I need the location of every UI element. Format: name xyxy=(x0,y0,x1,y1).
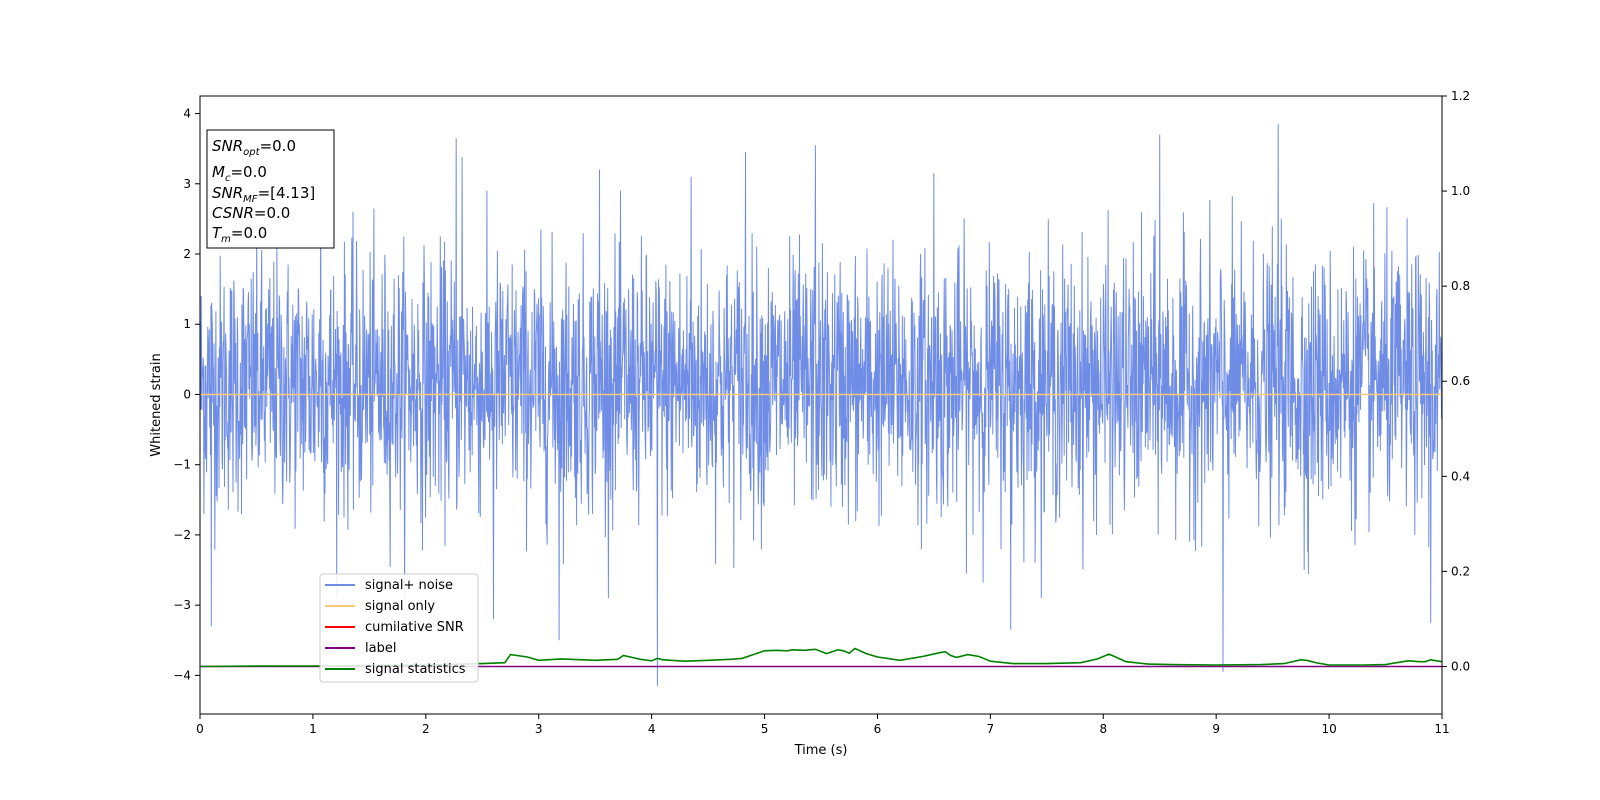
info-snr-opt: SNRopt=0.0 xyxy=(212,137,296,158)
y-tick-label-left: 2 xyxy=(183,247,191,261)
x-axis-label: Time (s) xyxy=(794,743,848,758)
legend-label-signal-only: signal only xyxy=(365,599,435,614)
y-tick-label-left: 1 xyxy=(183,317,191,331)
y-axis-left: −4 −3 −2 −1 0 1 2 3 4 xyxy=(173,107,200,682)
series-line-signal-statistics xyxy=(199,647,1443,668)
legend: signal+ noise signal only cumilative SNR la… xyxy=(319,573,479,683)
info-tm: Tm=0.0 xyxy=(212,224,267,245)
x-tick-label: 1 xyxy=(309,722,317,736)
info-box: SNRopt=0.0 Mc=0.0 SNRMF=[4.13] CSNR=0.0 … xyxy=(206,129,335,249)
x-tick-label: 8 xyxy=(1099,722,1107,736)
y-tick-label-left: 0 xyxy=(183,387,191,401)
info-snr-mf: SNRMF=[4.13] xyxy=(212,184,315,205)
y-tick-label-right: 1.2 xyxy=(1451,89,1470,103)
y-tick-label-right: 0.6 xyxy=(1451,374,1470,388)
y-tick-label-left: −4 xyxy=(173,668,191,682)
x-tick-label: 4 xyxy=(648,722,656,736)
y-tick-label-right: 0.8 xyxy=(1451,279,1470,293)
x-tick-label: 6 xyxy=(874,722,882,736)
info-csnr: CSNR=0.0 xyxy=(212,204,290,222)
y-tick-label-right: 0.4 xyxy=(1451,469,1470,483)
y-tick-label-right: 0.2 xyxy=(1451,564,1470,578)
legend-label-label: label xyxy=(365,641,396,656)
y-tick-label-left: −2 xyxy=(173,528,191,542)
x-tick-label: 3 xyxy=(535,722,543,736)
x-tick-label: 7 xyxy=(987,722,995,736)
legend-label-signal-noise: signal+ noise xyxy=(365,578,453,593)
info-mc: Mc=0.0 xyxy=(212,163,267,184)
x-tick-label: 9 xyxy=(1212,722,1220,736)
x-tick-label: 5 xyxy=(761,722,769,736)
x-tick-label: 11 xyxy=(1434,722,1449,736)
y-axis-label: Whitened strain xyxy=(149,353,164,456)
y-tick-label-right: 1.0 xyxy=(1451,184,1470,198)
legend-label-signal-statistics: signal statistics xyxy=(365,662,466,677)
axes-frame xyxy=(199,95,1443,715)
y-tick-label-left: 3 xyxy=(183,177,191,191)
x-tick-label: 2 xyxy=(422,722,430,736)
y-tick-label-left: 4 xyxy=(183,107,191,121)
y-tick-label-left: −3 xyxy=(173,598,191,612)
y-axis-right: 0.0 0.2 0.4 0.6 0.8 1.0 1.2 xyxy=(1442,89,1470,673)
y-tick-label-left: −1 xyxy=(173,458,191,472)
legend-label-cumilative-snr: cumilative SNR xyxy=(365,620,464,635)
y-tick-label-right: 0.0 xyxy=(1451,659,1470,673)
series-line-signal-noise xyxy=(199,124,1443,686)
x-axis: 0 1 2 3 4 5 6 7 8 9 10 11 xyxy=(196,714,1450,736)
x-tick-label: 0 xyxy=(196,722,204,736)
x-tick-label: 10 xyxy=(1321,722,1336,736)
